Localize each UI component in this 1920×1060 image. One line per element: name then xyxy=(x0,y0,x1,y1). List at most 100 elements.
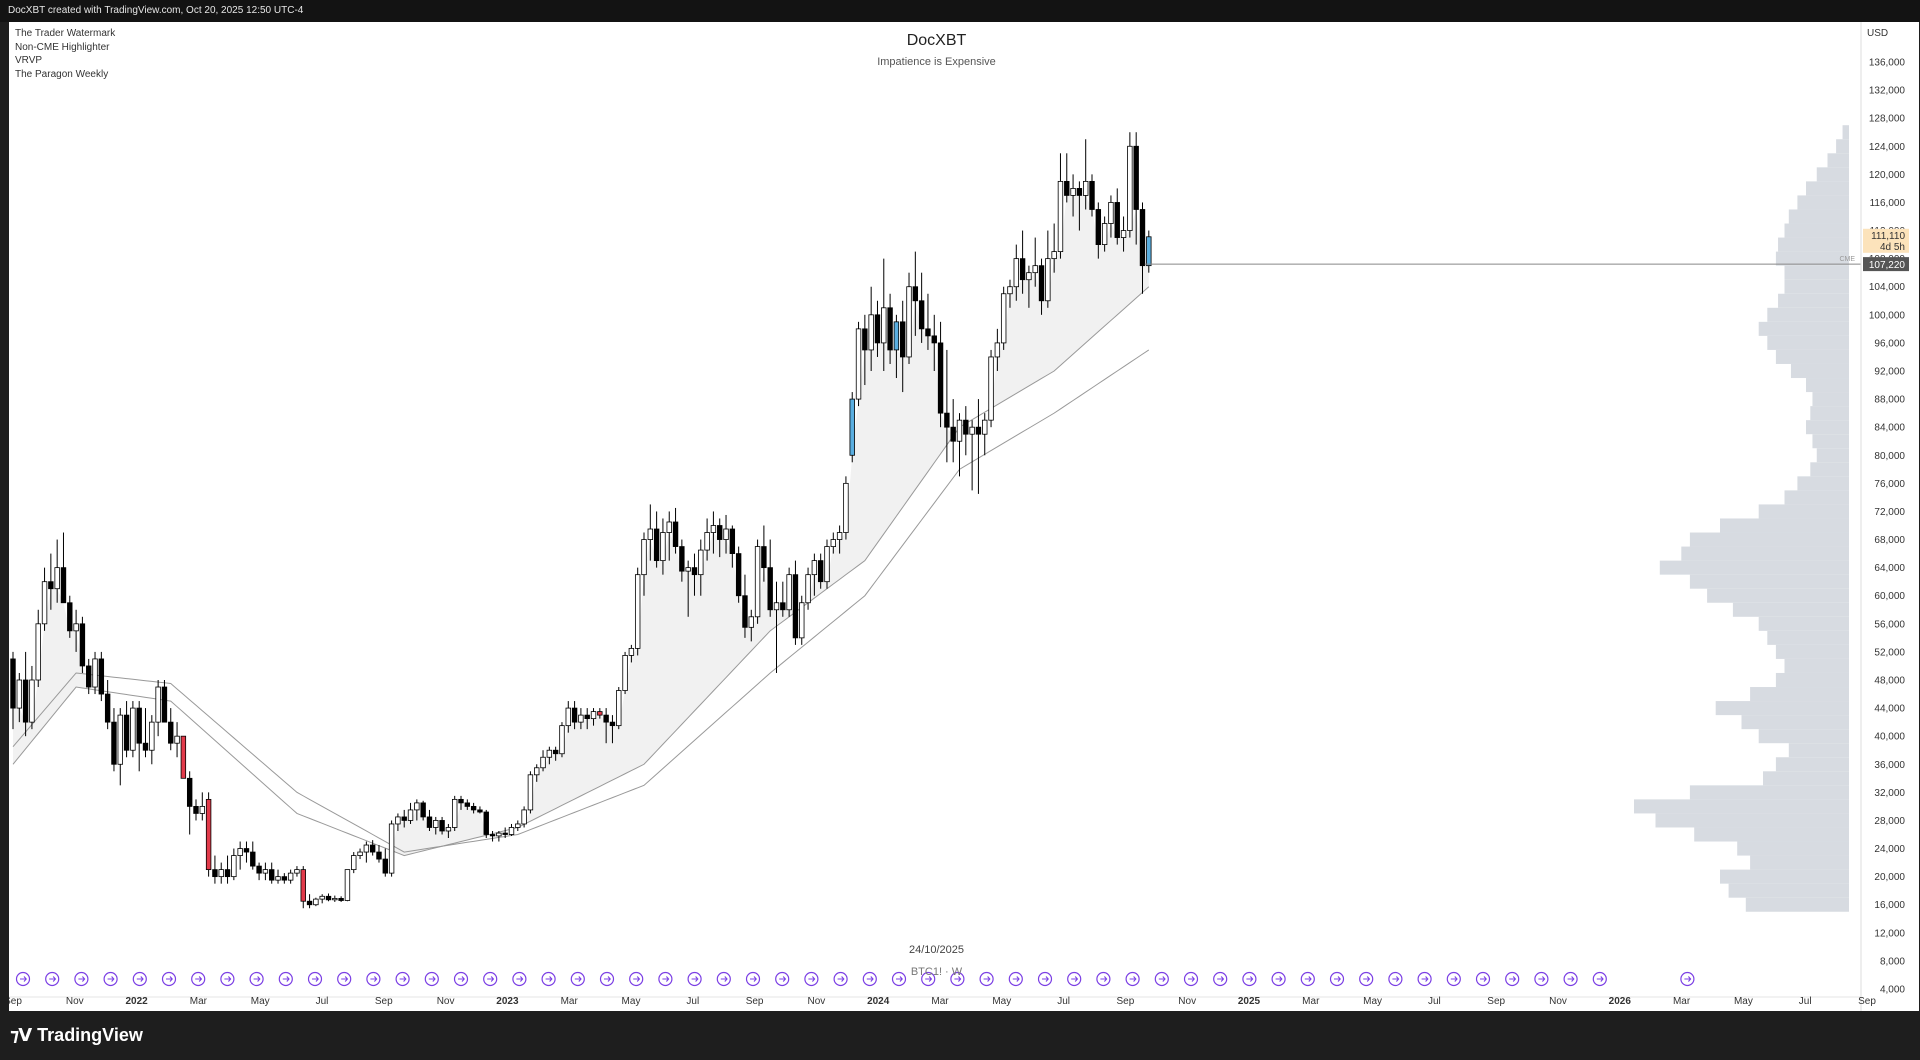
candle-body xyxy=(104,693,111,723)
event-icon[interactable] xyxy=(950,971,965,987)
event-icon[interactable] xyxy=(1505,971,1520,987)
candle-body xyxy=(325,895,332,901)
volume-profile-bar xyxy=(1784,490,1849,505)
candle-body xyxy=(912,286,919,302)
volume-profile-bar xyxy=(1810,462,1849,477)
candle-body xyxy=(1101,223,1108,245)
volume-profile-bar xyxy=(1707,588,1849,603)
event-icon[interactable] xyxy=(1271,971,1286,987)
event-icon[interactable] xyxy=(570,971,585,987)
event-icon[interactable] xyxy=(833,971,848,987)
volume-profile-bar xyxy=(1715,701,1849,716)
time-tick-label: Mar xyxy=(190,996,208,1007)
event-icon[interactable] xyxy=(658,971,673,987)
event-icon[interactable] xyxy=(424,971,439,987)
event-icon[interactable] xyxy=(1154,971,1169,987)
event-icon[interactable] xyxy=(191,971,206,987)
event-icon[interactable] xyxy=(220,971,235,987)
price-tick-label: 12,000 xyxy=(1874,928,1905,939)
tradingview-logo-icon: ⁊V xyxy=(10,1025,32,1046)
time-tick-label: May xyxy=(251,996,270,1007)
event-icon[interactable] xyxy=(1563,971,1578,987)
candle-body xyxy=(212,869,218,878)
indicator-label[interactable]: VRVP xyxy=(15,55,43,66)
event-icon[interactable] xyxy=(1388,971,1403,987)
event-icon[interactable] xyxy=(1008,971,1023,987)
event-icon[interactable] xyxy=(687,971,702,987)
event-icon[interactable] xyxy=(1446,971,1461,987)
price-tick-label: 36,000 xyxy=(1874,760,1905,771)
candlestick-chart[interactable]: CME 4,000 8,000 12,000 16,000 20,000 24,000 28… xyxy=(9,22,1919,1011)
chart-area[interactable]: CME 4,000 8,000 12,000 16,000 20,000 24,000 28… xyxy=(9,22,1919,1011)
candle-body xyxy=(294,869,300,874)
candle-body xyxy=(616,690,622,727)
event-icon[interactable] xyxy=(1183,971,1199,987)
tradingview-logo[interactable]: ⁊V TradingView xyxy=(10,1025,143,1046)
event-icon[interactable] xyxy=(161,971,177,987)
event-icon[interactable] xyxy=(891,971,907,987)
event-icon[interactable] xyxy=(453,971,469,987)
event-icon[interactable] xyxy=(45,971,60,987)
candle-body xyxy=(496,832,502,837)
indicator-label[interactable]: The Paragon Weekly xyxy=(15,68,109,80)
event-icon[interactable] xyxy=(278,971,293,987)
event-icon[interactable] xyxy=(775,971,790,987)
time-tick-label: Jul xyxy=(1428,996,1441,1007)
event-icon[interactable] xyxy=(15,971,31,987)
event-icon[interactable] xyxy=(921,971,936,987)
price-tick-label: 72,000 xyxy=(1874,507,1905,518)
event-icon[interactable] xyxy=(1300,971,1315,987)
event-icon[interactable] xyxy=(1037,971,1053,987)
candle-body xyxy=(855,328,862,400)
event-icon[interactable] xyxy=(804,971,819,987)
event-icon[interactable] xyxy=(395,971,410,987)
event-icon[interactable] xyxy=(1359,971,1374,987)
event-icon[interactable] xyxy=(1475,971,1491,987)
indicator-label[interactable]: Non-CME Highlighter xyxy=(15,41,110,53)
event-icon[interactable] xyxy=(1592,971,1607,987)
event-icon[interactable] xyxy=(541,971,556,987)
event-icon[interactable] xyxy=(1213,971,1228,987)
event-icon[interactable] xyxy=(1242,971,1257,987)
event-icon[interactable] xyxy=(1680,971,1695,987)
candle-body xyxy=(10,658,16,709)
event-icon[interactable] xyxy=(1417,971,1432,987)
cme-price-label: 107,220 xyxy=(1869,260,1906,271)
event-icon[interactable] xyxy=(103,971,118,987)
event-icon[interactable] xyxy=(1125,971,1140,987)
event-icon[interactable] xyxy=(1329,971,1345,987)
event-icon[interactable] xyxy=(1067,971,1082,987)
event-icon[interactable] xyxy=(1534,971,1549,987)
event-icon[interactable] xyxy=(307,971,323,987)
candle-body xyxy=(48,581,54,590)
candle-body xyxy=(1089,180,1095,210)
candle-body xyxy=(414,802,420,811)
volume-profile-bar xyxy=(1812,392,1849,407)
time-tick-label: Sep xyxy=(9,996,22,1007)
event-icon[interactable] xyxy=(862,971,877,987)
event-icon[interactable] xyxy=(132,971,147,987)
candle-body xyxy=(60,567,67,604)
candle-body xyxy=(982,419,988,435)
event-icon[interactable] xyxy=(483,971,498,987)
volume-profile-bar xyxy=(1745,897,1849,912)
candle-body xyxy=(969,426,975,435)
event-icon[interactable] xyxy=(745,971,761,987)
candle-body xyxy=(704,532,710,551)
cme-price-tag-bg xyxy=(1863,257,1909,272)
time-tick-label: Nov xyxy=(66,996,84,1007)
event-icon[interactable] xyxy=(366,971,381,987)
event-icon[interactable] xyxy=(1096,971,1111,987)
event-icon[interactable] xyxy=(249,971,264,987)
event-icon[interactable] xyxy=(979,971,994,987)
currency-label[interactable]: USD xyxy=(1867,28,1889,39)
event-icon[interactable] xyxy=(599,971,615,987)
event-icon[interactable] xyxy=(337,971,352,987)
event-icon[interactable] xyxy=(716,971,731,987)
event-icon[interactable] xyxy=(512,971,527,987)
indicator-label[interactable]: The Trader Watermark xyxy=(15,28,116,39)
candle-body xyxy=(319,895,325,900)
event-icon[interactable] xyxy=(74,971,89,987)
candle-body xyxy=(130,707,136,751)
event-icon[interactable] xyxy=(629,971,644,987)
